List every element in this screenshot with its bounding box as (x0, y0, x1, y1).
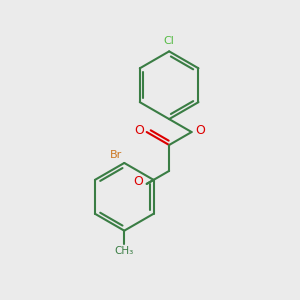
Text: Br: Br (110, 150, 122, 160)
Text: CH₃: CH₃ (115, 246, 134, 256)
Text: O: O (134, 124, 144, 137)
Text: O: O (195, 124, 205, 137)
Text: Cl: Cl (164, 36, 175, 46)
Text: O: O (133, 175, 143, 188)
